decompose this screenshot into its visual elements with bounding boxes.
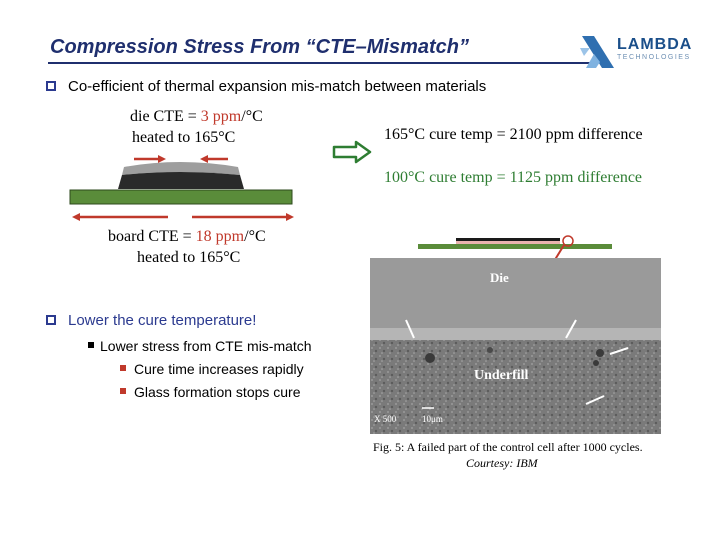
page-title: Compression Stress From “CTE–Mismatch” — [50, 36, 469, 58]
board-cte-unit: /°C — [244, 228, 266, 245]
square-bullet-icon — [120, 388, 126, 394]
title-underline — [48, 62, 596, 64]
die-shape — [118, 172, 244, 189]
cure-temp-100: 100°C cure temp = 1125 ppm difference — [384, 169, 643, 186]
logo-tagline: TECHNOLOGIES — [617, 54, 691, 61]
die-cte-prefix: die CTE = — [130, 108, 201, 125]
die-cte-unit: /°C — [241, 108, 263, 125]
board-cte-value: 18 ppm — [195, 228, 245, 245]
q-bullet-icon — [46, 315, 56, 325]
bullet-cte-mismatch: Co-efficient of thermal expansion mis-ma… — [68, 78, 487, 95]
square-bullet-icon — [120, 365, 126, 371]
sub-bullet-lower-stress: Lower stress from CTE mis-match — [100, 338, 312, 354]
board-cte-text: board CTE = 18 ppm/°C — [108, 228, 266, 246]
lambda-logo-icon — [580, 36, 614, 68]
square-bullet-icon — [88, 342, 94, 348]
board-cte-prefix: board CTE = — [108, 228, 196, 245]
courtesy-credit: Courtesy: IBM — [466, 456, 538, 470]
die-board-diagram — [69, 155, 294, 221]
right-arrow-icon — [332, 140, 372, 164]
board-heated-text: heated to 165°C — [137, 249, 241, 266]
micrograph-underfill-label: Underfill — [474, 368, 529, 383]
cure-temp-165: 165°C cure temp = 2100 ppm difference — [384, 126, 643, 143]
die-underfill-shape — [122, 162, 240, 175]
callout-circle — [562, 235, 574, 247]
sub-bullet-glass-formation: Glass formation stops cure — [134, 384, 301, 400]
figure-caption: Fig. 5: A failed part of the control cel… — [373, 440, 643, 454]
logo-name: LAMBDA — [617, 36, 693, 53]
die-cte-text: die CTE = 3 ppm/°C — [130, 108, 263, 126]
board-shape — [69, 189, 293, 205]
die-heated-text: heated to 165°C — [132, 129, 236, 146]
micrograph-scale: 10μm — [422, 414, 443, 424]
failure-micrograph: Die Underfill X 500 10μm — [370, 258, 661, 434]
bullet-lower-cure: Lower the cure temperature! — [68, 312, 257, 329]
micrograph-magnification: X 500 — [374, 414, 397, 424]
sub-bullet-cure-time: Cure time increases rapidly — [134, 361, 304, 377]
q-bullet-icon — [46, 81, 56, 91]
micrograph-die-label: Die — [490, 270, 509, 285]
die-cte-value: 3 ppm — [200, 108, 242, 125]
